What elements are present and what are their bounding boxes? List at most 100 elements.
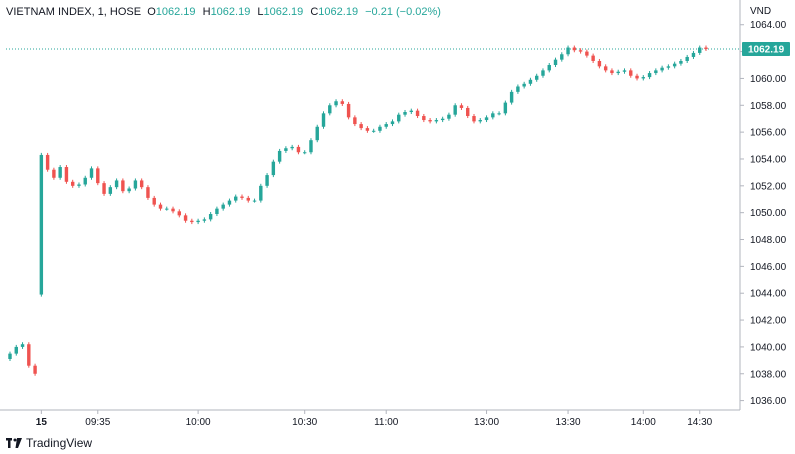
candle-body	[234, 196, 238, 201]
low-label: L	[257, 6, 264, 18]
candle-body	[158, 204, 163, 209]
candle-body	[629, 70, 633, 76]
candle-body	[52, 169, 56, 178]
candle-body	[315, 126, 319, 141]
candle-body	[340, 101, 345, 104]
candle-body	[89, 168, 94, 178]
y-tick-label: 1050.00	[750, 208, 787, 219]
y-tick-label: 1040.00	[750, 342, 787, 353]
candle-body	[528, 79, 533, 84]
candle-body	[271, 161, 276, 176]
candle-body	[371, 130, 376, 132]
candle-body	[560, 54, 564, 60]
symbol-label: VIETNAM INDEX, 1, HOSE	[6, 6, 142, 18]
candle-body	[309, 140, 313, 153]
candle-body	[121, 180, 125, 192]
candle-body	[541, 70, 545, 76]
y-tick-label: 1044.00	[750, 289, 787, 300]
price-tag-background	[742, 42, 790, 57]
candle-body	[328, 105, 332, 114]
candle-body	[616, 71, 620, 74]
candle-body	[359, 124, 363, 129]
candle-body	[691, 52, 696, 57]
x-axis-ticks: 15 09:35 10:00 10:30 11:00 13:00 13:30 14:00 14:…	[36, 410, 713, 428]
candle-body	[246, 197, 250, 201]
candle-body	[346, 103, 351, 118]
candle-body	[221, 204, 225, 209]
currency-unit: VND	[750, 6, 772, 17]
candle-body	[409, 110, 414, 112]
candle-body	[447, 114, 451, 119]
candle-body	[384, 124, 388, 127]
candle-body	[252, 200, 257, 202]
candle-body	[127, 188, 131, 192]
candle-body	[152, 197, 156, 205]
candle-body	[114, 180, 119, 188]
candle-body	[509, 91, 514, 103]
candle-body	[290, 146, 294, 149]
candle-body	[591, 55, 595, 61]
x-tick-label: 10:30	[292, 417, 317, 428]
candle-body	[70, 181, 75, 186]
candle-body	[685, 56, 689, 61]
candle-body	[403, 111, 407, 115]
candle-body	[302, 152, 307, 154]
footer-branding[interactable]: TradingView	[6, 436, 92, 450]
candle-body	[666, 66, 671, 68]
candle-body	[277, 150, 282, 162]
candle-body	[190, 220, 194, 223]
candle-body	[522, 83, 526, 87]
low-value: 1062.19	[263, 6, 304, 18]
candle-body	[503, 102, 508, 114]
candle-body	[390, 121, 395, 125]
close-label: C	[310, 6, 319, 18]
candle-body	[77, 184, 81, 186]
candle-body	[208, 214, 213, 220]
candle-body	[516, 86, 520, 92]
candle-body	[422, 116, 426, 121]
high-value: 1062.19	[210, 6, 251, 18]
candle-body	[108, 187, 113, 194]
candle-body	[20, 344, 25, 347]
candle-body	[215, 208, 219, 215]
candle-body	[165, 208, 169, 210]
candle-body	[566, 47, 570, 55]
candle-body	[296, 146, 301, 153]
candle-body	[8, 353, 12, 359]
candle-body	[102, 183, 106, 194]
candle-body	[603, 66, 608, 71]
y-axis-ticks: 1036.00 1038.00 1040.00 1042.00 1044.00 1046.…	[740, 20, 787, 407]
candle-body	[334, 101, 338, 106]
candle-body	[578, 50, 583, 52]
axes	[0, 0, 741, 411]
candle-body	[33, 365, 37, 374]
candle-body	[39, 154, 44, 295]
candle-body	[265, 175, 269, 186]
high-label: H	[202, 6, 211, 18]
candle-body	[654, 70, 658, 74]
price-tag-text: 1062.19	[748, 45, 785, 56]
candle-body	[698, 47, 702, 53]
candle-body	[534, 75, 539, 80]
candle-body	[259, 185, 263, 201]
candle-body	[284, 148, 288, 151]
candle-body	[58, 167, 62, 178]
candle-body	[27, 344, 31, 366]
x-tick-label: 13:00	[474, 417, 499, 428]
close-value: 1062.19	[318, 6, 359, 18]
candle-body	[397, 114, 401, 122]
candle-body	[83, 177, 87, 185]
candle-body	[572, 47, 577, 51]
candle-body	[177, 211, 182, 216]
candle-body	[641, 77, 646, 79]
candles	[8, 45, 708, 376]
candle-body	[478, 120, 482, 122]
candle-body	[597, 60, 602, 67]
y-tick-label: 1052.00	[750, 181, 787, 192]
candle-body	[672, 63, 677, 67]
candle-body	[635, 75, 639, 79]
candle-body	[133, 180, 138, 189]
candle-body	[64, 167, 69, 182]
candle-body	[553, 59, 558, 66]
